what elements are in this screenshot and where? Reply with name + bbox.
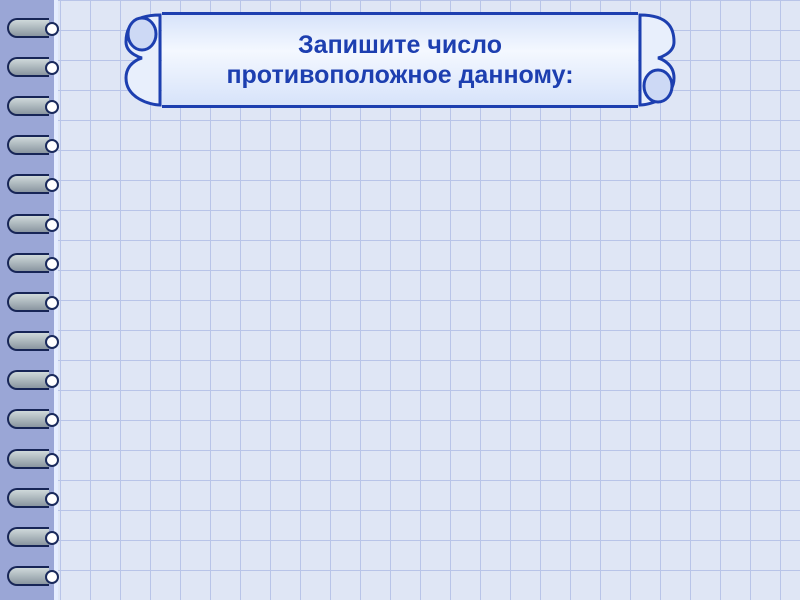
content-grid [74, 130, 784, 588]
title-line-1: Запишите число [298, 31, 502, 59]
scroll-right-cap [638, 12, 680, 108]
spiral-binding [0, 0, 58, 600]
page-title: Запишите число противоположное данному: [226, 30, 573, 90]
title-line-2: противоположное данному: [226, 61, 573, 89]
title-scroll: Запишите число противоположное данному: [120, 12, 680, 108]
scroll-left-cap [120, 12, 162, 108]
